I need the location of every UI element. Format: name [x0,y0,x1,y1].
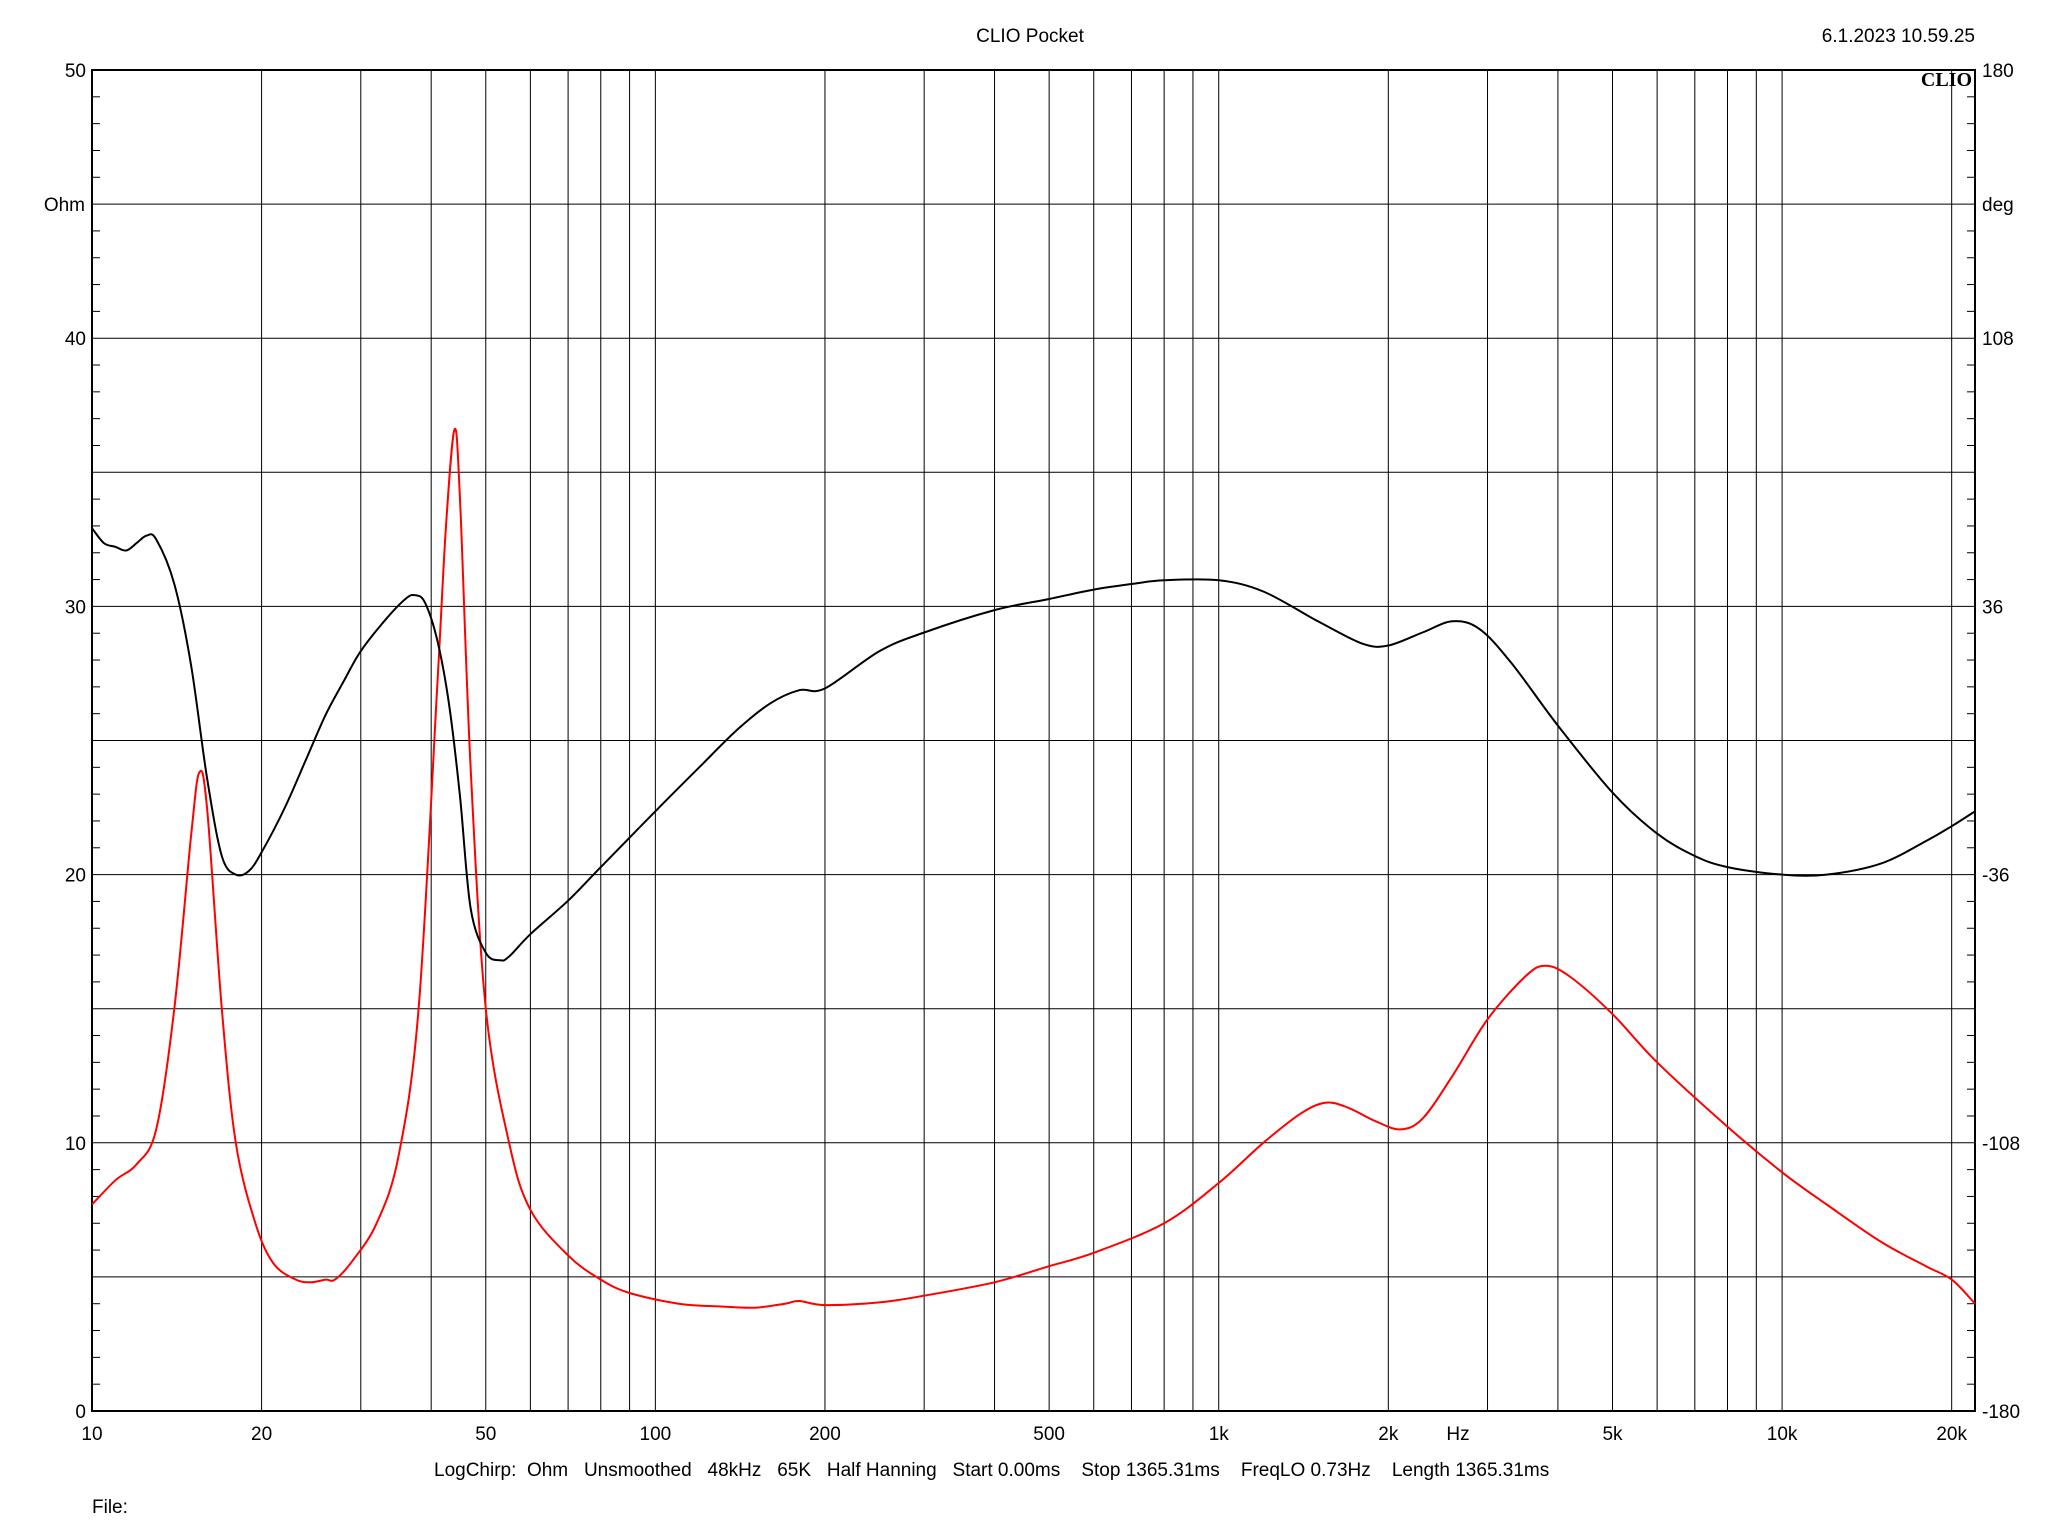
y-tick-label: 10 [65,1134,86,1155]
series-layer [91,427,1976,1309]
x-axis-unit: Hz [1446,1424,1469,1445]
left-axis-ticks: 0 10 20 30 40 50 [65,61,100,1423]
x-tick-label: 5k [1602,1424,1623,1445]
phase-curve [91,527,1976,962]
x-tick-label: 20 [251,1424,272,1445]
y2-tick-label: 36 [1982,597,2003,618]
x-tick-label: 20k [1936,1424,1967,1445]
y-tick-label: 50 [65,61,86,82]
x-tick-label: 500 [1033,1424,1065,1445]
y-tick-label: 40 [65,329,86,350]
left-axis-unit: Ohm [44,195,85,216]
x-tick-label: 1k [1209,1424,1230,1445]
y2-tick-label: -36 [1982,866,2009,887]
timestamp: 6.1.2023 10.59.25 [1822,26,1975,47]
clio-logo: CLIO [1921,69,1972,91]
x-tick-label: 2k [1378,1424,1399,1445]
x-tick-label: 100 [640,1424,672,1445]
plot-frame [91,69,1976,1412]
right-axis-ticks: -180 -108 -36 36 108 180 [1967,61,2020,1423]
y-tick-label: 20 [65,866,86,887]
x-tick-label: 50 [475,1424,496,1445]
chart-title: CLIO Pocket [976,26,1084,47]
measurement-settings: LogChirp: Ohm Unsmoothed 48kHz 65K Half … [434,1460,1549,1481]
x-tick-label: 10 [81,1424,102,1445]
x-tick-label: 200 [809,1424,841,1445]
y-tick-label: 30 [65,597,86,618]
y2-tick-label: 180 [1982,61,2014,82]
grid-major-lines [92,203,1975,1278]
y-tick-label: 0 [75,1402,86,1423]
y2-tick-label: 108 [1982,329,2014,350]
y2-tick-label: -180 [1982,1402,2020,1423]
x-axis-ticks: 10 20 50 100 200 500 1k 2k 5k 10k 20k [81,1424,1967,1445]
right-axis-unit: deg [1982,195,2014,216]
impedance-magnitude-curve [91,427,1976,1309]
x-tick-label: 10k [1767,1424,1798,1445]
y2-tick-label: -108 [1982,1134,2020,1155]
file-label: File: [92,1497,128,1518]
